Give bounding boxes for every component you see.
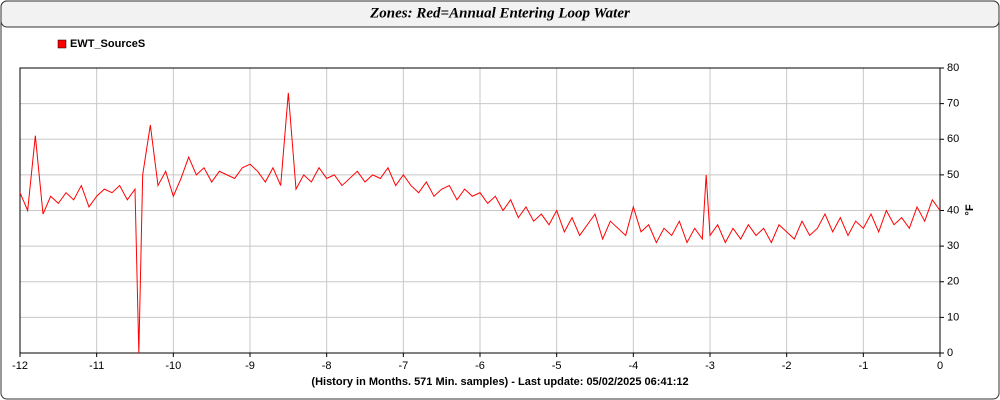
x-tick-label: -7	[398, 360, 408, 372]
legend-swatch	[57, 39, 67, 49]
y-tick-label: 40	[947, 204, 959, 216]
y-tick-label: 50	[947, 169, 959, 181]
x-tick-label: -5	[552, 360, 562, 372]
y-tick-label: 80	[947, 62, 959, 74]
x-tick-label: -11	[89, 360, 104, 372]
x-tick-label: 0	[937, 360, 943, 372]
x-tick-label: -2	[782, 360, 792, 372]
y-axis-label: °F	[964, 204, 976, 215]
y-tick-label: 70	[947, 98, 959, 110]
x-tick-label: -10	[165, 360, 181, 372]
x-tick-label: -1	[858, 360, 868, 372]
y-tick-label: 20	[947, 276, 959, 288]
x-tick-label: -6	[475, 360, 485, 372]
y-tick-label: 0	[947, 347, 953, 359]
x-tick-label: -3	[705, 360, 715, 372]
title-bar	[0, 0, 1000, 28]
legend-label: EWT_SourceS	[70, 38, 145, 50]
x-axis-label: (History in Months. 571 Min. samples) - …	[311, 376, 688, 388]
x-tick-label: -4	[628, 360, 638, 372]
x-tick-label: -9	[245, 360, 255, 372]
y-tick-label: 10	[947, 311, 959, 323]
y-tick-label: 60	[947, 133, 959, 145]
y-tick-label: 30	[947, 240, 959, 252]
data-line	[19, 92, 941, 354]
x-tick-label: -8	[322, 360, 332, 372]
x-tick-label: -12	[12, 360, 28, 372]
chart-title: Zones: Red=Annual Entering Loop Water	[369, 5, 630, 21]
